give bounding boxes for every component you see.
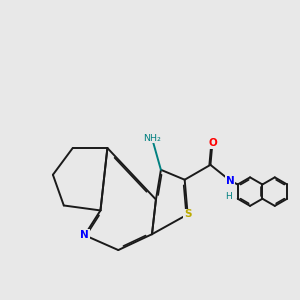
Text: S: S [184,209,191,219]
Text: N: N [80,230,89,240]
Text: N: N [226,176,235,186]
Text: NH₂: NH₂ [143,134,161,142]
Text: O: O [208,138,217,148]
Text: H: H [225,192,232,201]
